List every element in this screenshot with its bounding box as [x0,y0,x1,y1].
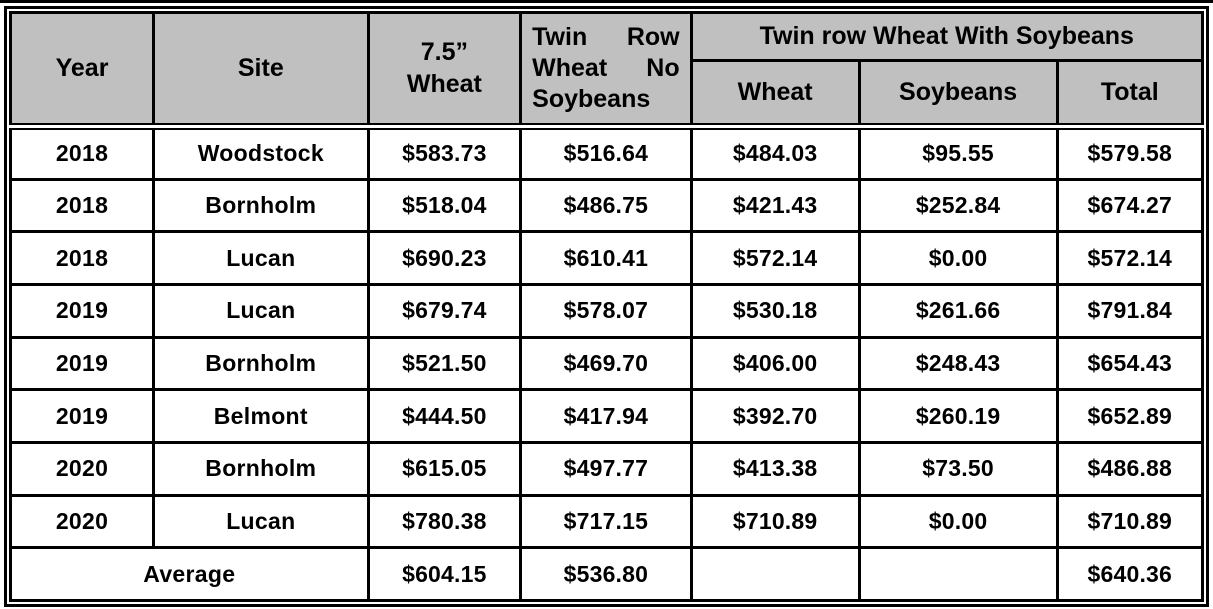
table-row: 2018 Woodstock $583.73 $516.64 $484.03 $… [8,125,1205,181]
col-header-year: Year [8,11,156,130]
cell-soybeans: $0.00 [857,493,1059,550]
table-row: 2019 Belmont $444.50 $417.94 $392.70 $26… [8,388,1205,444]
cell-wheat-75: $679.74 [366,282,523,339]
cell-wheat: $710.89 [689,493,861,550]
cell-wheat: $572.14 [689,230,861,286]
cell-soybeans: $0.00 [857,230,1059,286]
cell-total: $710.89 [1055,493,1205,550]
header-row-1: Year Site 7.5” Wheat Twin Row Wheat No S… [8,11,1205,130]
col-header-twin-row-no-soybeans: Twin Row Wheat No Soybeans [519,11,693,130]
average-soybeans-empty [857,546,1059,602]
cell-site: Belmont [152,388,370,444]
cell-twin-row-no-soybeans: $578.07 [519,282,693,339]
table-row: 2019 Lucan $679.74 $578.07 $530.18 $261.… [8,282,1205,339]
table-row: 2020 Bornholm $615.05 $497.77 $413.38 $7… [8,440,1205,497]
cell-wheat: $484.03 [689,125,861,181]
cell-total: $579.58 [1055,125,1205,181]
cell-wheat: $392.70 [689,388,861,444]
average-total: $640.36 [1055,546,1205,602]
table-body: 2018 Woodstock $583.73 $516.64 $484.03 $… [8,125,1205,602]
cell-soybeans: $248.43 [857,335,1059,392]
cell-wheat-75: $444.50 [366,388,523,444]
cell-year: 2018 [8,177,156,234]
cell-year: 2018 [8,125,156,181]
cell-twin-row-no-soybeans: $469.70 [519,335,693,392]
cell-wheat-75: $615.05 [366,440,523,497]
cell-year: 2019 [8,388,156,444]
cell-site: Bornholm [152,335,370,392]
top-crop-line [0,0,1213,3]
table-row: 2018 Bornholm $518.04 $486.75 $421.43 $2… [8,177,1205,234]
cell-total: $791.84 [1055,282,1205,339]
cell-total: $654.43 [1055,335,1205,392]
cell-wheat-75: $690.23 [366,230,523,286]
cell-wheat: $530.18 [689,282,861,339]
cell-soybeans: $73.50 [857,440,1059,497]
cell-wheat-75: $583.73 [366,125,523,181]
cell-year: 2020 [8,440,156,497]
average-row: Average $604.15 $536.80 $640.36 [9,546,1205,602]
cell-year: 2019 [8,335,156,392]
header-row-2: Wheat Soybeans Total [11,59,1205,130]
cell-site: Woodstock [152,125,370,181]
cell-site: Lucan [152,230,370,286]
average-label: Average [9,546,370,602]
cell-soybeans: $95.55 [857,125,1059,181]
cell-twin-row-no-soybeans: $717.15 [519,493,693,550]
cell-twin-row-no-soybeans: $497.77 [519,440,693,497]
col-header-soybeans: Soybeans [857,59,1059,130]
average-wheat-empty [689,546,861,602]
cell-wheat: $413.38 [689,440,861,497]
table-header: Year Site 7.5” Wheat Twin Row Wheat No S… [8,11,1205,130]
cell-site: Bornholm [152,440,370,497]
cell-soybeans: $260.19 [857,388,1059,444]
cell-site: Lucan [152,282,370,339]
col-header-total: Total [1055,59,1205,130]
cell-wheat-75: $521.50 [366,335,523,392]
cell-wheat: $406.00 [689,335,861,392]
cell-total: $572.14 [1055,230,1205,286]
table-frame: Year Site 7.5” Wheat Twin Row Wheat No S… [4,6,1209,607]
average-twin-row-no-soybeans: $536.80 [519,546,693,602]
cell-year: 2018 [8,230,156,286]
col-header-site: Site [152,11,370,130]
cell-twin-row-no-soybeans: $610.41 [519,230,693,286]
cell-wheat-75: $780.38 [366,493,523,550]
cell-twin-row-no-soybeans: $486.75 [519,177,693,234]
table-row: 2019 Bornholm $521.50 $469.70 $406.00 $2… [8,335,1205,392]
cell-soybeans: $261.66 [857,282,1059,339]
col-header-wheat: Wheat [689,59,861,130]
cell-total: $652.89 [1055,388,1205,444]
cell-site: Bornholm [152,177,370,234]
col-header-wheat-75: 7.5” Wheat [366,11,523,130]
col-group-header-twin-row-with-soybeans: Twin row Wheat With Soybeans [689,11,1205,62]
cell-wheat-75: $518.04 [366,177,523,234]
cell-twin-row-no-soybeans: $417.94 [519,388,693,444]
cell-wheat: $421.43 [689,177,861,234]
cell-site: Lucan [152,493,370,550]
cell-total: $486.88 [1055,440,1205,497]
table-row: 2020 Lucan $780.38 $717.15 $710.89 $0.00… [8,493,1205,550]
average-wheat-75: $604.15 [366,546,523,602]
cell-soybeans: $252.84 [857,177,1059,234]
revenue-comparison-table: Year Site 7.5” Wheat Twin Row Wheat No S… [8,11,1205,602]
cell-twin-row-no-soybeans: $516.64 [519,125,693,181]
cell-total: $674.27 [1055,177,1205,234]
table-row: 2018 Lucan $690.23 $610.41 $572.14 $0.00… [8,230,1205,286]
cell-year: 2020 [8,493,156,550]
cell-year: 2019 [8,282,156,339]
